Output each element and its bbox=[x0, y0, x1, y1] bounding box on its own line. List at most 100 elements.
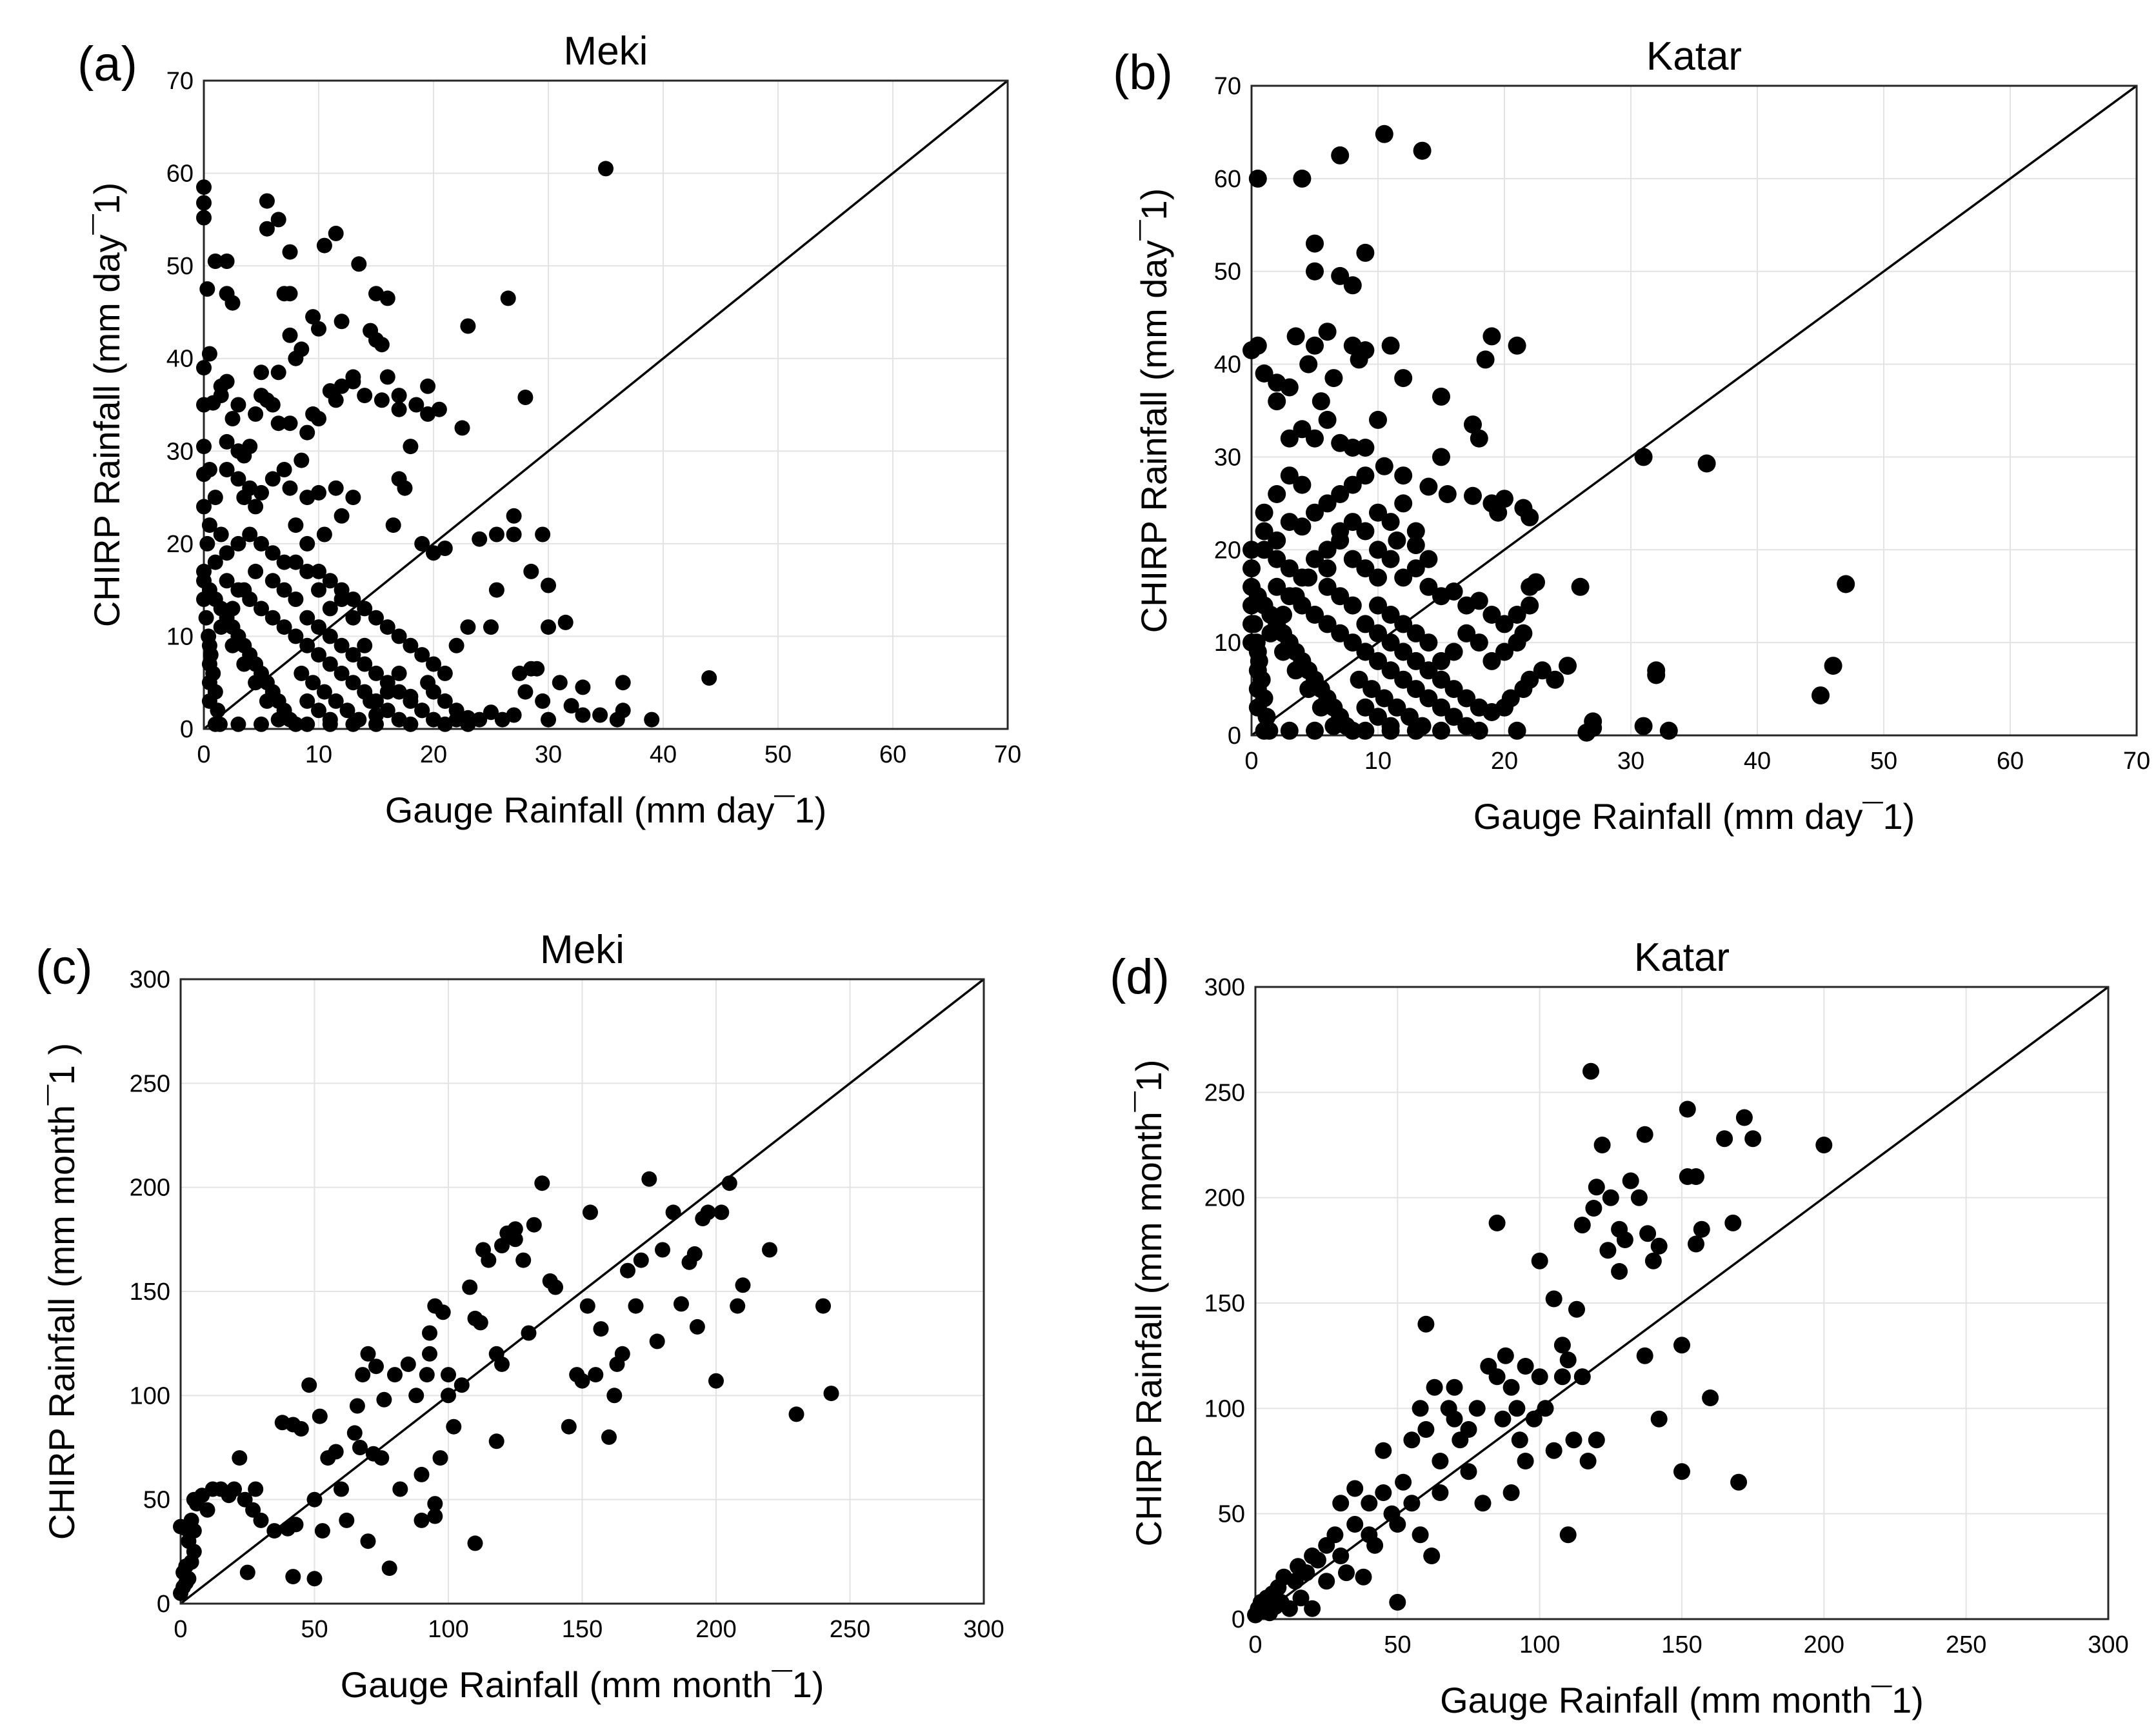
data-point bbox=[1286, 661, 1305, 680]
data-point bbox=[334, 665, 350, 681]
data-point bbox=[441, 1388, 456, 1404]
data-point bbox=[339, 702, 355, 719]
data-point bbox=[306, 1491, 323, 1508]
axes-frame bbox=[1250, 85, 2138, 737]
data-point bbox=[236, 656, 252, 672]
data-point bbox=[400, 1356, 416, 1372]
y-tick-label: 50 bbox=[1214, 259, 1241, 286]
data-point bbox=[574, 1373, 590, 1389]
data-point bbox=[1356, 466, 1375, 485]
data-point bbox=[270, 364, 286, 381]
data-point bbox=[259, 693, 275, 709]
data-point bbox=[379, 369, 395, 385]
data-point bbox=[1306, 234, 1324, 253]
data-point bbox=[414, 702, 430, 719]
data-point bbox=[1318, 541, 1337, 559]
y-tick-label: 20 bbox=[1214, 537, 1241, 564]
data-point bbox=[403, 439, 419, 455]
data-point bbox=[1730, 1473, 1748, 1491]
data-point bbox=[609, 712, 625, 728]
data-point bbox=[1293, 517, 1312, 536]
x-tick-label: 150 bbox=[1661, 1631, 1702, 1658]
data-point bbox=[1545, 1442, 1562, 1459]
data-point bbox=[1470, 721, 1488, 740]
data-point bbox=[541, 619, 556, 635]
data-point bbox=[815, 1298, 831, 1314]
data-point bbox=[1381, 550, 1400, 568]
data-point bbox=[201, 675, 217, 691]
data-point bbox=[1248, 680, 1267, 699]
data-point bbox=[391, 684, 407, 700]
data-point bbox=[517, 684, 534, 700]
data-point bbox=[1406, 680, 1425, 699]
data-point bbox=[488, 582, 504, 598]
data-point bbox=[334, 314, 350, 330]
data-point bbox=[1659, 721, 1678, 740]
data-point bbox=[1582, 1062, 1599, 1080]
data-point bbox=[219, 545, 235, 561]
data-point bbox=[385, 517, 401, 533]
axes-frame bbox=[179, 978, 985, 1605]
data-point bbox=[1356, 439, 1375, 457]
data-point bbox=[494, 1238, 510, 1253]
y-tick-label: 40 bbox=[1214, 352, 1241, 379]
data-point bbox=[1306, 550, 1324, 568]
data-point bbox=[460, 619, 476, 635]
data-point bbox=[1255, 364, 1273, 383]
data-point bbox=[328, 693, 344, 709]
data-point bbox=[1406, 522, 1425, 541]
y-axis-label: CHIRP Rainfall (mm month¯1) bbox=[1128, 1060, 1169, 1547]
data-point bbox=[368, 332, 384, 348]
data-point bbox=[1306, 336, 1324, 355]
data-point bbox=[196, 499, 212, 515]
data-point bbox=[1281, 1600, 1298, 1617]
data-point bbox=[598, 161, 614, 177]
data-point bbox=[282, 244, 298, 260]
data-point bbox=[314, 1523, 330, 1539]
data-point bbox=[357, 601, 373, 617]
x-tick-label: 50 bbox=[1870, 748, 1897, 775]
data-point bbox=[1394, 466, 1413, 485]
data-point bbox=[686, 1246, 703, 1262]
data-point bbox=[517, 390, 534, 405]
data-point bbox=[328, 480, 344, 496]
data-point bbox=[1446, 1379, 1463, 1396]
data-point bbox=[1343, 633, 1362, 652]
data-point bbox=[230, 397, 246, 413]
data-point bbox=[1438, 485, 1457, 503]
data-point bbox=[207, 490, 223, 506]
data-point bbox=[196, 179, 212, 195]
data-point bbox=[334, 1481, 349, 1497]
data-point bbox=[1553, 1368, 1571, 1386]
data-point bbox=[207, 554, 223, 570]
data-point bbox=[225, 411, 241, 426]
data-point bbox=[299, 610, 315, 626]
data-point bbox=[1508, 336, 1526, 355]
x-tick-label: 30 bbox=[1617, 748, 1644, 775]
data-point bbox=[259, 221, 275, 237]
data-point bbox=[397, 480, 413, 496]
data-point bbox=[237, 1491, 253, 1508]
data-point bbox=[1444, 680, 1463, 699]
data-point bbox=[376, 1391, 392, 1408]
data-point bbox=[1584, 719, 1602, 737]
data-point bbox=[1527, 573, 1545, 592]
data-point bbox=[472, 531, 488, 547]
data-point bbox=[1343, 439, 1362, 457]
data-point bbox=[1419, 689, 1438, 708]
data-point bbox=[1388, 531, 1406, 550]
data-point bbox=[420, 675, 436, 691]
data-point bbox=[1286, 327, 1305, 346]
data-point bbox=[1346, 1480, 1364, 1497]
data-point bbox=[408, 397, 424, 413]
data-point bbox=[1388, 698, 1406, 717]
data-point bbox=[1470, 698, 1488, 717]
y-tick-label: 0 bbox=[1232, 1606, 1245, 1633]
data-point bbox=[345, 373, 361, 390]
data-point bbox=[420, 378, 436, 394]
data-point bbox=[259, 193, 275, 209]
data-point bbox=[481, 1252, 497, 1268]
data-point bbox=[494, 712, 510, 728]
y-tick-label: 60 bbox=[166, 161, 194, 188]
